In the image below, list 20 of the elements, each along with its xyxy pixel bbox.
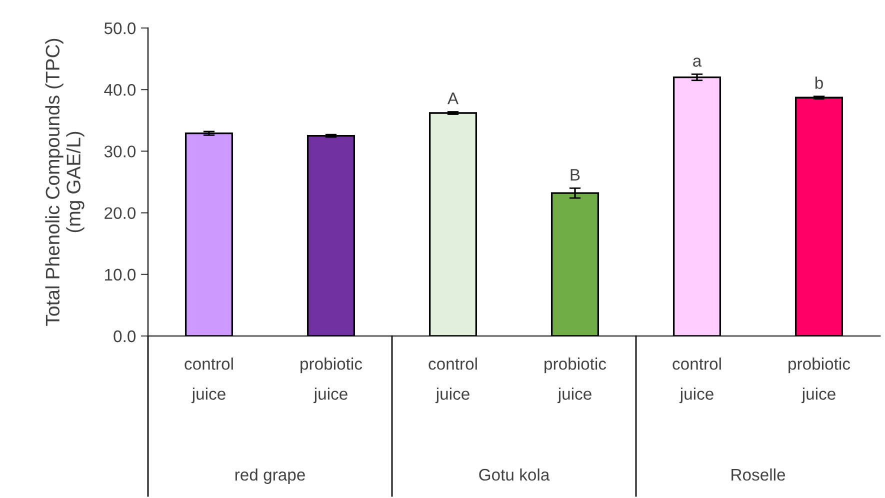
y-tick-label: 20.0 bbox=[104, 207, 136, 220]
y-tick-label: 10.0 bbox=[105, 268, 136, 281]
y-tick-label: 0.0 bbox=[114, 330, 136, 342]
y-axis-title: Total Phenolic Compounds (TPC) (mg GAE/L) bbox=[45, 38, 84, 326]
text: Roselle bbox=[732, 468, 786, 481]
x-tick-label: control juice bbox=[672, 358, 721, 404]
x-tick-label: probiotic juice bbox=[788, 358, 850, 404]
x-tick-label: control juice bbox=[184, 358, 233, 404]
data-label: A bbox=[447, 92, 459, 104]
x-tick-label: probiotic juice bbox=[300, 358, 362, 404]
y-tick-label: 50.0 bbox=[104, 22, 136, 34]
x-tick-label: control juice bbox=[428, 358, 477, 404]
text: red grape bbox=[235, 468, 305, 484]
y-tick-label: 30.0 bbox=[104, 146, 136, 158]
x-tick-label: probiotic juice bbox=[544, 358, 606, 404]
y-tick-label: 40.0 bbox=[104, 84, 136, 96]
data-label: b bbox=[815, 76, 823, 89]
data-label: B bbox=[570, 169, 580, 181]
data-label: a bbox=[693, 58, 702, 67]
text: Gotu kola bbox=[479, 468, 550, 481]
